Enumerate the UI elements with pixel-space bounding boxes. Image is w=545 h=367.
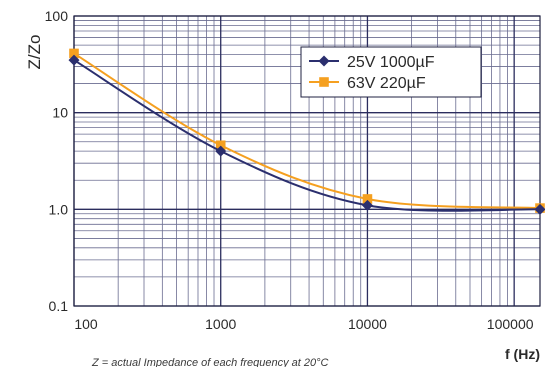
legend: 25V 1000µF 63V 220µF	[300, 46, 482, 98]
data-point-marker	[362, 194, 373, 204]
data-point-marker	[534, 203, 545, 215]
legend-label: 63V 220µF	[347, 75, 426, 92]
legend-label: 25V 1000µF	[347, 54, 435, 71]
legend-swatch-marker	[319, 77, 329, 87]
data-point-marker	[68, 54, 80, 66]
x-tick-label: 100	[74, 316, 98, 332]
series-line	[73, 52, 541, 210]
series-25v-1000-f	[68, 54, 545, 215]
y-axis-ticks: 100 10 1.0 0.1	[45, 8, 69, 314]
y-tick-label: 10	[52, 105, 68, 121]
x-tick-label: 100000	[487, 316, 534, 332]
plot-frame	[73, 15, 541, 307]
y-axis-label: Z/Zo	[25, 35, 44, 70]
x-tick-label: 1000	[205, 316, 236, 332]
data-point-marker	[215, 145, 227, 157]
x-axis-ticks: 100 1000 10000 100000	[74, 316, 533, 332]
x-tick-label: 10000	[348, 316, 387, 332]
series-line	[73, 59, 541, 212]
legend-swatch-marker	[318, 55, 330, 67]
legend-entry: 25V 1000µF	[309, 54, 435, 71]
data-point-marker	[215, 140, 226, 151]
y-tick-label: 0.1	[49, 298, 69, 314]
y-tick-label: 1.0	[49, 201, 69, 217]
legend-box	[300, 46, 482, 98]
data-point-marker	[361, 199, 373, 211]
footnote: Z = actual Impedance of each frequency a…	[91, 357, 329, 367]
series-layer	[68, 48, 545, 215]
x-axis-label: f (Hz)	[505, 346, 540, 362]
legend-entry: 63V 220µF	[309, 75, 426, 92]
data-point-marker	[69, 48, 79, 59]
y-tick-label: 100	[45, 8, 69, 24]
